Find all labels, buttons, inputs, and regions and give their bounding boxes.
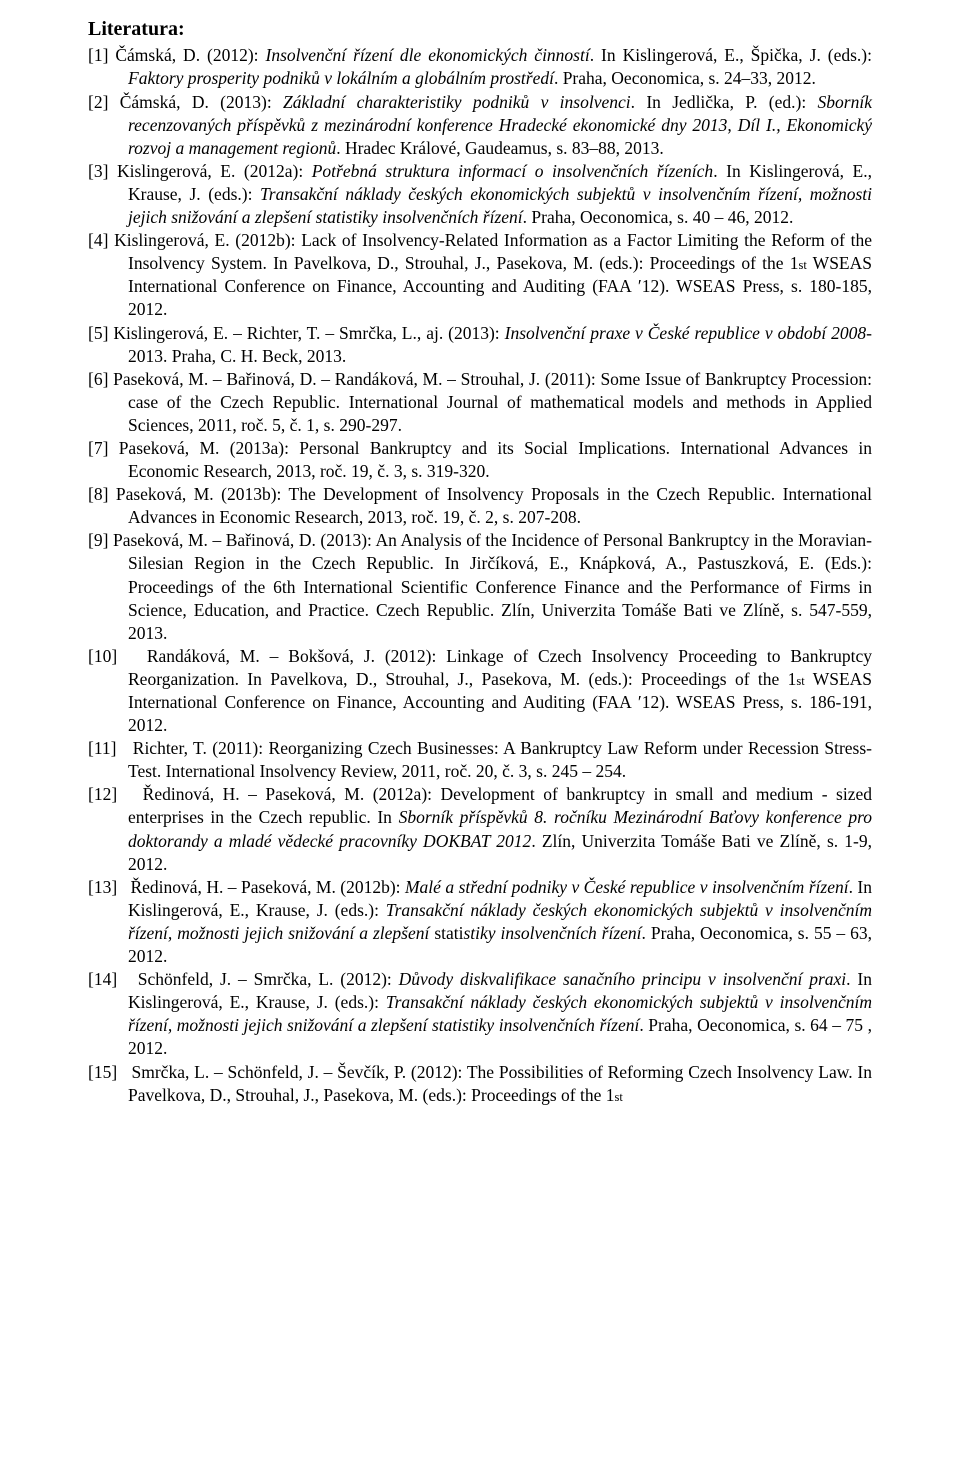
reference-text-segment: Čámská, D. (2012):: [108, 45, 265, 65]
reference-entry: [7] Paseková, M. (2013a): Personal Bankr…: [88, 437, 872, 483]
reference-text-segment: Kislingerová, E. (2012a):: [108, 161, 311, 181]
reference-text-segment: stiky insolvenčních řízení: [463, 923, 641, 943]
reference-entry: [8] Paseková, M. (2013b): The Developmen…: [88, 483, 872, 529]
reference-label: [3]: [88, 161, 108, 181]
reference-text-segment: Faktory pro: [128, 68, 211, 88]
reference-text-segment: stati: [434, 923, 463, 943]
reference-text-segment: . Praha, Oeconomica, s. 24–33, 2012.: [554, 68, 816, 88]
reference-label: [1]: [88, 45, 108, 65]
reference-text-segment: Insolvenční řízení dle ekonomických činn…: [266, 45, 590, 65]
reference-label: [11]: [88, 738, 117, 758]
reference-entry: [14] Schönfeld, J. – Smrčka, L. (2012): …: [88, 968, 872, 1060]
reference-label: [2]: [88, 92, 108, 112]
reference-label: [7]: [88, 438, 108, 458]
reference-entry: [9] Paseková, M. – Bařinová, D. (2013): …: [88, 529, 872, 644]
reference-label: [13]: [88, 877, 117, 897]
reference-text-segment: . In Jedlička, P. (ed.):: [631, 92, 818, 112]
reference-text-segment: . In Kislingerová, E., Špička, J. (eds.)…: [590, 45, 877, 65]
reference-label: [6]: [88, 369, 108, 389]
reference-text-segment: st: [615, 1090, 623, 1104]
reference-text-segment: Potřebná struktura informací o insolvenč…: [312, 161, 713, 181]
reference-text-segment: Richter, T. (2011): Reorganizing Czech B…: [117, 738, 872, 781]
reference-text-segment: Důvody diskvalifikace sanačního principu…: [399, 969, 847, 989]
reference-label: [14]: [88, 969, 117, 989]
reference-text-segment: Čámská, D. (2013):: [108, 92, 283, 112]
reference-text-segment: enční praxe v České republice v období 2…: [547, 323, 866, 343]
reference-label: [10]: [88, 646, 117, 666]
reference-text-segment: . Praha, Oeconomica, s. 40 – 46, 2012.: [523, 207, 794, 227]
reference-text-segment: st: [796, 674, 804, 688]
reference-text-segment: st: [798, 258, 806, 272]
reference-entry: [15] Smrčka, L. – Schönfeld, J. – Ševčík…: [88, 1061, 872, 1107]
reference-entry: [11] Richter, T. (2011): Reorganizing Cz…: [88, 737, 872, 783]
reference-label: [4]: [88, 230, 108, 250]
references-list: [1] Čámská, D. (2012): Insolvenční řízen…: [88, 44, 872, 1106]
reference-label: [12]: [88, 784, 117, 804]
reference-label: [15]: [88, 1062, 117, 1082]
reference-entry: [1] Čámská, D. (2012): Insolvenční řízen…: [88, 44, 872, 90]
reference-entry: [10] Randáková, M. – Bokšová, J. (2012):…: [88, 645, 872, 737]
reference-text-segment: Randáková, M. – Bokšová, J. (2012): Link…: [117, 646, 876, 689]
reference-entry: [12] Ředinová, H. – Paseková, M. (2012a)…: [88, 783, 872, 875]
reference-text-segment: Paseková, M. (2013a): Personal Bankruptc…: [108, 438, 876, 481]
reference-entry: [2] Čámská, D. (2013): Základní charakte…: [88, 91, 872, 160]
reference-label: [8]: [88, 484, 108, 504]
reference-text-segment: Paseková, M. – Bařinová, D. – Randáková,…: [108, 369, 876, 435]
reference-text-segment: Ředinová, H. – Paseková, M. (2012a):: [117, 784, 440, 804]
reference-text-segment: Kislingerová, E. – Richter, T. – Smrčka,…: [108, 323, 504, 343]
reference-text-segment: Insolv: [505, 323, 548, 343]
reference-text-segment: Paseková, M. – Bařinová, D. (2013): An A…: [108, 530, 876, 642]
reference-text-segment: Smrčka, L. – Schönfeld, J. – Ševčík, P. …: [117, 1062, 876, 1105]
reference-text-segment: Malé a střední podniky v České republice…: [405, 877, 849, 897]
reference-text-segment: . In: [366, 807, 398, 827]
reference-entry: [13] Ředinová, H. – Paseková, M. (2012b)…: [88, 876, 872, 968]
reference-entry: [3] Kislingerová, E. (2012a): Potřebná s…: [88, 160, 872, 229]
reference-text-segment: . Hradec Králové, Gaudeamus, s. 83–88, 2…: [336, 138, 664, 158]
section-heading: Literatura:: [88, 16, 872, 42]
reference-entry: [4] Kislingerová, E. (2012b): Lack of In…: [88, 229, 872, 321]
reference-text-segment: sperity podniků v lokálním a globálním p…: [211, 68, 554, 88]
reference-label: [5]: [88, 323, 108, 343]
reference-text-segment: Schönfeld, J. – Smrčka, L. (2012):: [117, 969, 399, 989]
reference-label: [9]: [88, 530, 108, 550]
reference-text-segment: Kislingerová, E. (2012b): Lack of Insolv…: [108, 230, 876, 273]
reference-entry: [6] Paseková, M. – Bařinová, D. – Randák…: [88, 368, 872, 437]
reference-text-segment: Základní charakteristiky podniků v insol…: [283, 92, 631, 112]
reference-entry: [5] Kislingerová, E. – Richter, T. – Smr…: [88, 322, 872, 368]
reference-text-segment: Paseková, M. (2013b): The Development of…: [108, 484, 875, 527]
reference-text-segment: Ředinová, H. – Paseková, M. (2012b):: [117, 877, 405, 897]
